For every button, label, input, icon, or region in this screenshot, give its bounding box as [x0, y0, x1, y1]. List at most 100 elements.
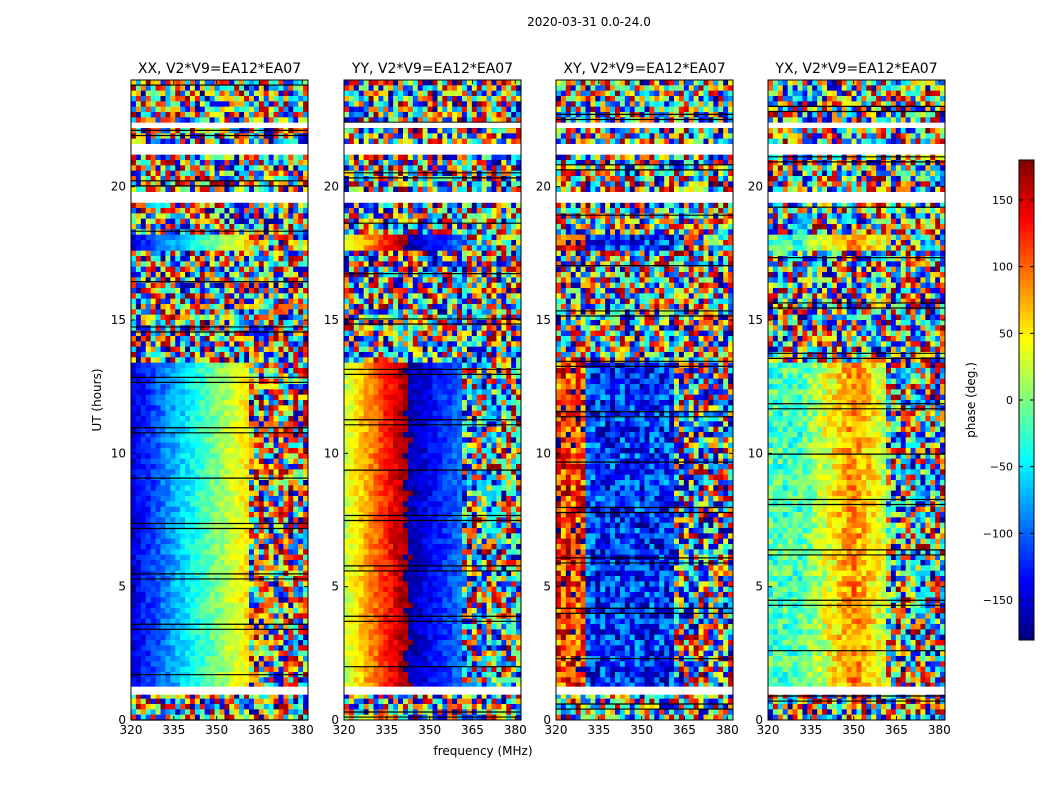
heatmap-cell [249, 234, 255, 241]
heatmap-cell [278, 90, 284, 97]
heatmap-cell [417, 80, 424, 86]
heatmap-cell [298, 384, 304, 390]
heatmap-cell [140, 640, 147, 646]
heatmap-cell [131, 229, 137, 236]
heatmap-cell [253, 549, 260, 556]
heatmap-cell [412, 213, 419, 220]
heatmap-cell [249, 458, 255, 465]
heatmap-cell [268, 405, 274, 412]
heatmap-cell [234, 640, 240, 646]
heatmap-cell [170, 490, 176, 497]
heatmap-cell [199, 160, 206, 166]
heatmap-cell [293, 698, 299, 705]
heatmap-cell [273, 608, 279, 614]
heatmap-cell [214, 272, 220, 278]
heatmap-cell [263, 133, 270, 140]
heatmap-cell [239, 181, 245, 188]
heatmap-cell [263, 645, 270, 652]
heatmap-cell [303, 96, 309, 102]
heatmap-cell [244, 533, 250, 540]
heatmap-cell [462, 106, 468, 113]
heatmap-cell [496, 112, 502, 118]
heatmap-cell [175, 704, 181, 710]
heatmap-cell [219, 112, 225, 118]
heatmap-cell [303, 368, 309, 374]
heatmap-cell [204, 250, 211, 257]
heatmap-cell [244, 656, 250, 662]
heatmap-cell [263, 277, 270, 284]
heatmap-cell [224, 133, 230, 140]
heatmap-cell [155, 602, 161, 609]
heatmap-cell [204, 154, 211, 161]
heatmap-cell [214, 666, 220, 673]
heatmap-cell [373, 133, 379, 140]
heatmap-cell [170, 581, 176, 588]
heatmap-cell [283, 581, 289, 588]
heatmap-cell [476, 218, 483, 225]
heatmap-cell [180, 389, 186, 396]
heatmap-cell [140, 485, 147, 492]
heatmap-cell [403, 176, 409, 182]
heatmap-cell [293, 170, 299, 177]
heatmap-cell [471, 90, 478, 97]
heatmap-cell [422, 128, 428, 134]
heatmap-cell [135, 714, 142, 721]
heatmap-cell [303, 373, 309, 380]
heatmap-cell [462, 138, 468, 145]
heatmap-cell [283, 426, 289, 433]
heatmap-cell [288, 549, 294, 556]
heatmap-cell [249, 666, 255, 673]
heatmap-cell [150, 602, 156, 609]
heatmap-cell [135, 80, 142, 86]
heatmap-cell [194, 645, 201, 652]
heatmap-cell [175, 384, 181, 390]
heatmap-cell [388, 106, 394, 113]
heatmap-cell [234, 112, 240, 118]
heatmap-cell [204, 293, 211, 300]
heatmap-cell [131, 368, 137, 374]
heatmap-cell [368, 106, 374, 113]
heatmap-cell [298, 117, 304, 124]
heatmap-cell [170, 528, 176, 534]
heatmap-cell [180, 597, 186, 604]
heatmap-cell [506, 176, 512, 182]
heatmap-cell [145, 101, 152, 108]
heatmap-cell [288, 133, 294, 140]
heatmap-cell [150, 698, 156, 705]
heatmap-cell [457, 112, 463, 118]
heatmap-cell [288, 709, 294, 716]
heatmap-cell [175, 496, 181, 502]
heatmap-cell [288, 309, 294, 316]
heatmap-cell [131, 426, 137, 433]
heatmap-cell [442, 165, 448, 172]
heatmap-cell [496, 117, 502, 124]
heatmap-cell [140, 682, 147, 689]
heatmap-cell [273, 90, 279, 97]
heatmap-cell [204, 368, 211, 374]
heatmap-cell [209, 101, 215, 108]
heatmap-cell [427, 181, 433, 188]
heatmap-cell [344, 85, 350, 92]
heatmap-cell [268, 677, 274, 684]
heatmap-cell [303, 666, 309, 673]
heatmap-cell [303, 330, 309, 337]
heatmap-cell [229, 282, 235, 289]
heatmap-cell [185, 485, 191, 492]
heatmap-cell [258, 608, 265, 614]
heatmap-cell [393, 90, 399, 97]
heatmap-cell [422, 170, 428, 177]
heatmap-cell [150, 341, 156, 348]
heatmap-cell [244, 464, 250, 470]
heatmap-cell [145, 272, 152, 278]
heatmap-cell [219, 586, 225, 593]
heatmap-cell [273, 362, 279, 369]
heatmap-cell [234, 304, 240, 310]
heatmap-cell [140, 624, 147, 630]
heatmap-cell [194, 309, 201, 316]
heatmap-cell [447, 170, 453, 177]
heatmap-cell [253, 666, 260, 673]
heatmap-cell [150, 448, 156, 454]
heatmap-cell [165, 256, 171, 262]
heatmap-cell [229, 229, 235, 236]
heatmap-cell [170, 608, 176, 614]
